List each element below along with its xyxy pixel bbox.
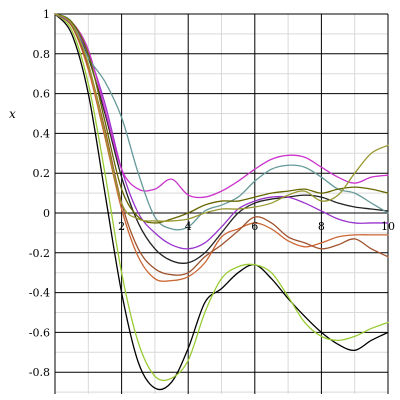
y-tick-label: -0.8 (29, 366, 50, 379)
series-line-5 (54, 13, 389, 264)
x-tick-label: 4 (185, 220, 192, 233)
x-tick-label: 8 (318, 220, 325, 233)
series-line-10 (54, 13, 389, 222)
y-tick-label: -0.6 (29, 326, 50, 339)
y-tick-label: -0.2 (29, 247, 50, 260)
x-tick-label: 10 (381, 220, 395, 233)
x-tick-labels: 2 4 6 8 10 (118, 220, 395, 233)
series-lines (54, 13, 389, 391)
y-axis-label: x (9, 107, 16, 121)
series-line-7 (54, 13, 389, 199)
y-tick-label: 0.2 (33, 167, 51, 180)
axes (54, 14, 388, 394)
series-line-6 (54, 13, 389, 250)
series-line-3 (54, 13, 389, 282)
major-grid (55, 13, 389, 394)
minor-grid (55, 14, 388, 394)
y-tick-label: -0.4 (29, 287, 50, 300)
y-tick-label: 0 (43, 207, 50, 220)
series-line-8 (54, 13, 389, 231)
y-tick-label: 0.8 (33, 48, 51, 61)
y-tick-label: 1 (43, 8, 50, 21)
x-tick-label: 6 (251, 220, 258, 233)
y-tick-label: 0.4 (33, 127, 51, 140)
x-tick-label: 2 (118, 220, 125, 233)
series-line-9 (54, 13, 389, 224)
series-line-2 (54, 13, 389, 382)
y-tick-label: 0.6 (33, 88, 51, 101)
y-tick-labels: 1 0.8 0.6 0.4 0.2 0 -0.2 -0.4 -0.6 -0.8 (29, 8, 50, 379)
series-line-4 (54, 13, 389, 276)
